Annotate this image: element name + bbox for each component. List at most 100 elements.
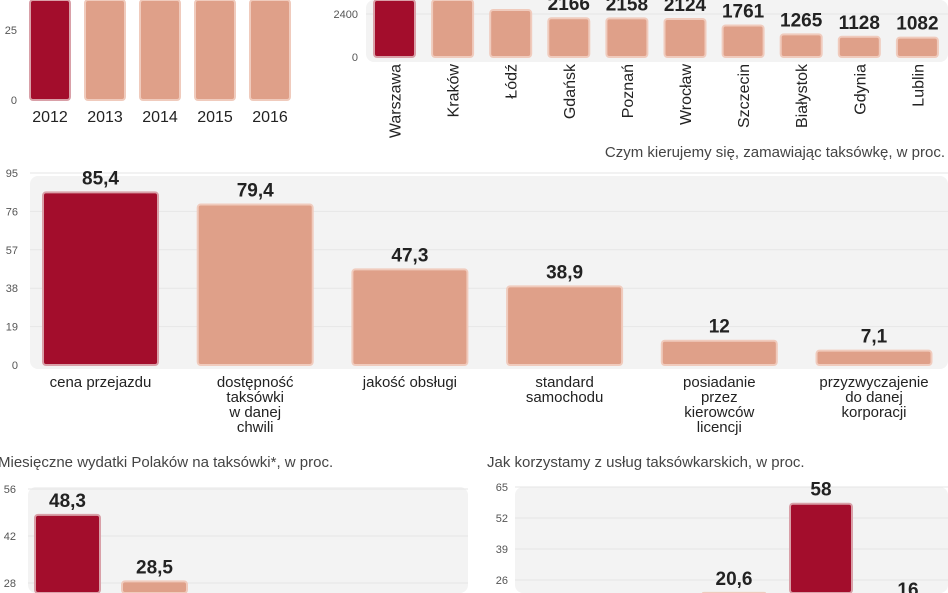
category-label-line: taksówki [226,389,284,406]
category-label: posiadanie przez kierowców licencji [683,374,756,436]
y-tick-label: 39 [496,544,508,556]
chart-title: Jak korzystamy z usług taksówkarskich, w… [487,454,805,471]
category-label-line: do danej [845,389,903,406]
value-label: 58 [810,480,831,501]
bar [815,349,933,366]
bar [139,0,181,101]
bar [194,0,236,101]
bar [506,285,624,366]
value-label: 48,3 [49,491,86,512]
y-tick-label: 42 [4,531,16,543]
bar [29,0,71,101]
category-label-line: chwili [237,419,274,436]
category-label: 2014 [142,109,178,126]
bar [42,191,159,366]
y-tick-label: 0 [11,95,17,107]
category-label-line: cena przejazdu [50,374,152,391]
category-label: przyzwyczajenie do danej korporacji [819,374,928,421]
category-label-line: przyzwyczajenie [819,374,928,391]
value-label: 1265 [780,10,823,31]
category-label-line: dostępność [217,374,294,391]
bar [351,268,469,366]
category-label-line: licencji [697,419,742,436]
category-label: jakość obsługi [362,374,457,391]
y-tick-label: 52 [496,513,508,525]
bar [121,580,188,593]
bar [373,0,416,58]
bar [196,203,314,366]
category-label: Warszawa [388,64,405,138]
chart-3: 28 42 56 Miesięczne wydatki Polaków na taks… [0,454,468,593]
y-tick-label: 57 [6,245,18,257]
chart-4: 26 39 52 65 Jak korzystamy z usług taksówkar… [487,454,948,593]
chart-0: 0 25 2012 2013 2014 2015 2016 [5,0,291,126]
y-tick-label: 65 [496,482,508,494]
plot-background [28,487,468,593]
plot-background [30,176,948,369]
chart-2: 0 19 38 57 76 95 Czym kierujemy się, zamawiają… [6,144,948,436]
value-label: 1761 [722,1,765,22]
chart-title: Miesięczne wydatki Polaków na taksówki*,… [0,454,333,471]
bar [895,36,939,58]
value-label: 2158 [606,0,648,15]
value-label: 1082 [896,14,938,35]
bar [431,0,475,58]
value-label: 79,4 [237,181,274,202]
category-label: cena przejazdu [50,374,152,391]
y-tick-label: 76 [6,206,18,218]
bar [721,24,765,58]
value-label: 2124 [664,0,707,16]
category-label-line: kierowców [684,404,754,421]
category-label: standard samochodu [526,374,604,406]
y-tick-label: 19 [6,322,18,334]
bar [837,35,881,58]
category-label: 2016 [252,109,288,126]
category-label-line: standard [535,374,593,391]
value-label: 12 [709,317,730,338]
chart-title: Czym kierujemy się, zamawiając taksówkę,… [605,144,945,161]
category-label: Szczecin [736,64,753,128]
value-label: 16 [897,580,918,593]
y-tick-label: 56 [4,484,16,496]
value-label: 1128 [839,13,880,34]
y-tick-label: 0 [12,360,18,372]
category-label: 2012 [32,109,68,126]
y-tick-label: 25 [5,25,17,37]
bar [660,339,778,367]
category-label-line: korporacji [841,404,906,421]
category-label: 2015 [197,109,233,126]
category-label: Kraków [446,64,463,118]
category-label-line: posiadanie [683,374,756,391]
bar [489,9,533,58]
y-tick-label: 2400 [334,9,358,21]
bar [34,513,101,593]
value-label: 7,1 [861,327,888,348]
chart-1: 0 2400 Warszawa Kraków Łódź 2166 Gdańsk 2158 Poz… [334,0,948,138]
y-tick-label: 28 [4,578,16,590]
category-label: Białystok [794,63,811,128]
category-label: Gdańsk [562,63,579,119]
category-label-line: przez [701,389,738,406]
category-label: Gdynia [852,64,869,115]
value-label: 20,6 [716,569,753,590]
category-label: Łódź [504,64,521,99]
category-label-line: samochodu [526,389,604,406]
bar [605,17,649,58]
value-label: 85,4 [82,168,119,189]
category-label: dostępność taksówki w danej chwili [217,374,294,436]
value-label: 28,5 [136,557,173,578]
y-tick-label: 95 [6,168,18,180]
y-tick-label: 26 [496,575,508,587]
bar [249,0,291,101]
bar [547,17,591,58]
y-tick-label: 38 [6,283,18,295]
category-label: Wrocław [678,64,695,125]
category-label: 2013 [87,109,123,126]
bar [84,0,126,101]
bar [663,17,707,58]
bar [779,33,823,58]
category-label-line: w danej [228,404,281,421]
bar [789,502,853,593]
value-label: 47,3 [391,245,428,266]
